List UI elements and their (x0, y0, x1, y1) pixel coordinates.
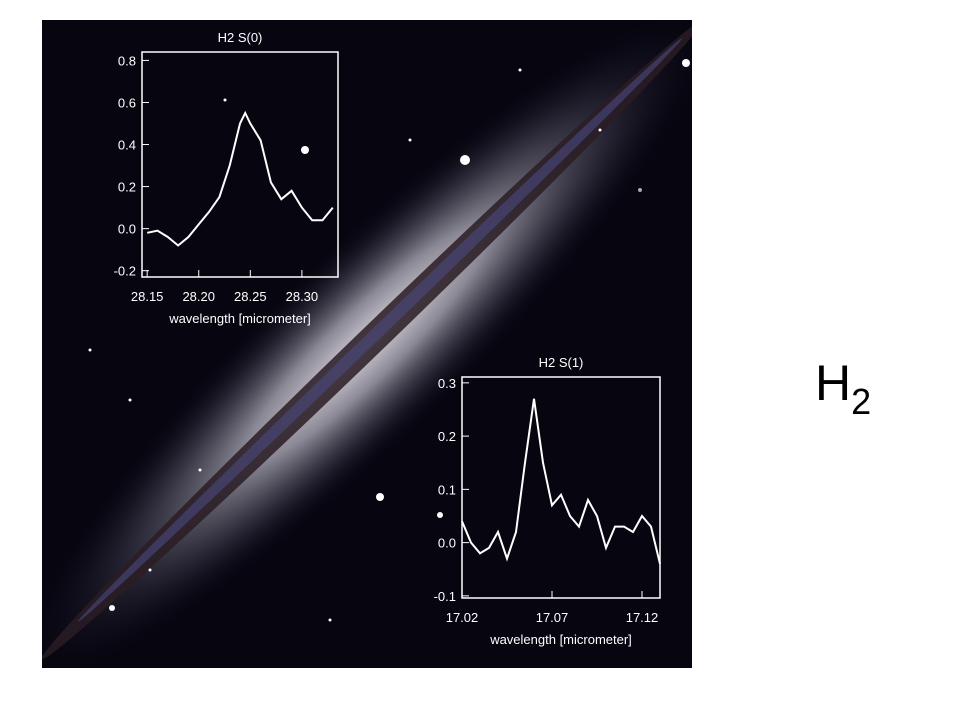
x-tick-label: 17.12 (626, 610, 659, 625)
label-text: H (815, 355, 851, 411)
plot-frame (141, 51, 339, 278)
x-axis-label: wavelength [micrometer] (168, 311, 311, 326)
label-subscript: 2 (851, 381, 871, 422)
y-tick-label: 0.3 (438, 376, 456, 391)
y-tick-label: 0.1 (438, 482, 456, 497)
spectrum-line (461, 398, 661, 565)
x-tick-label: 28.30 (286, 289, 319, 304)
x-tick-label: 17.02 (446, 610, 479, 625)
x-axis-label: wavelength [micrometer] (489, 632, 632, 647)
chart-title: H2 S(1) (539, 355, 584, 370)
y-tick-label: 0.6 (118, 95, 136, 110)
x-tick-label: 28.15 (131, 289, 164, 304)
plot-frame (461, 376, 661, 599)
x-tick-label: 28.20 (182, 289, 215, 304)
spectrum-line (147, 110, 334, 247)
y-tick-label: 0.2 (118, 180, 136, 195)
y-tick-label: 0.0 (118, 222, 136, 237)
x-tick-label: 28.25 (234, 289, 267, 304)
h2-label: H2 (815, 355, 871, 422)
y-tick-label: 0.2 (438, 429, 456, 444)
inset-chart: H2 S(1) wavelength [micrometer] -0.1 0.0 0.1… (434, 355, 661, 647)
y-tick-label: -0.1 (434, 589, 456, 604)
y-tick-label: 0.8 (118, 53, 136, 68)
galaxy-image (42, 20, 692, 668)
y-tick-label: -0.2 (114, 264, 136, 279)
y-tick-label: 0.4 (118, 138, 136, 153)
chart-title: H2 S(0) (218, 30, 263, 45)
y-tick-label: 0.0 (438, 536, 456, 551)
x-tick-label: 17.07 (536, 610, 569, 625)
inset-chart: H2 S(0) wavelength [micrometer] -0.2 0.0 0.2… (114, 30, 339, 326)
